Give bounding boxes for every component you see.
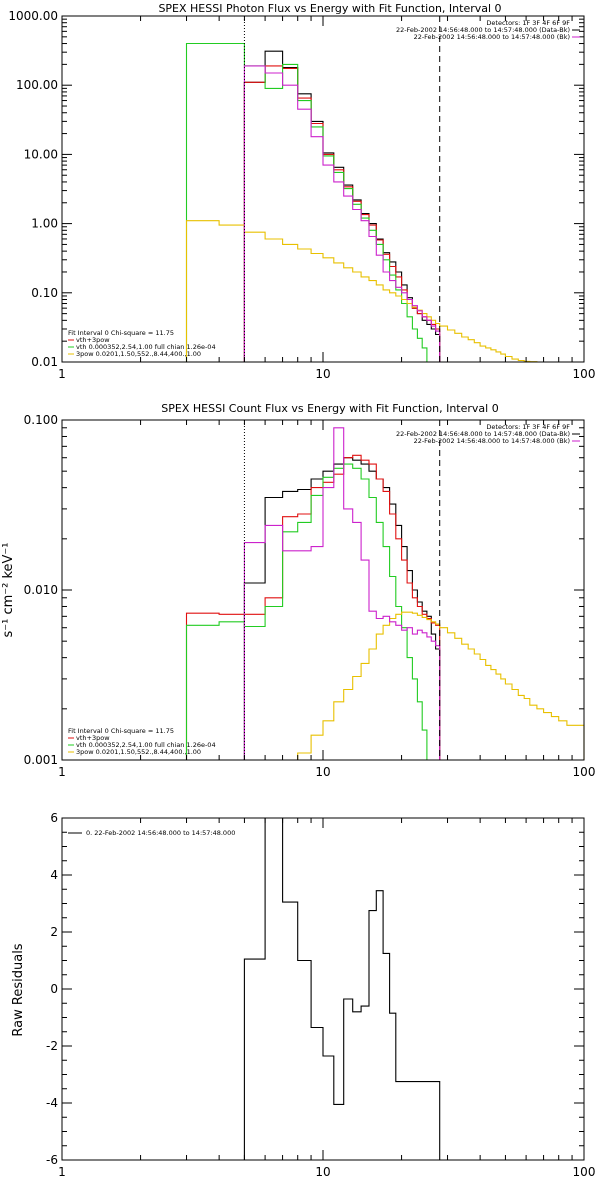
- residuals-ytick-label: -6: [46, 1153, 58, 1167]
- residuals-xtick-label: 10: [315, 1165, 330, 1179]
- count-ytick-label: 0.010: [24, 583, 58, 597]
- residuals-panel: Raw Residuals 1 10 100 -6 -4 -2 0 2 4 6 0. 22-Feb…: [11, 811, 595, 1179]
- count-series-vth: [185, 463, 432, 761]
- residuals-ytick-label: 6: [50, 811, 58, 825]
- photon-ytick-label: 100.00: [16, 78, 58, 92]
- residuals-panel-ylabel: Raw Residuals: [11, 943, 26, 1036]
- photon-xtick-label: 10: [315, 367, 330, 381]
- residuals-ytick-label: 2: [50, 925, 58, 939]
- count-legend-line: 3pow 0.0201,1.50,552.,8.44,400.,1.00: [76, 748, 201, 756]
- photon-info-line: 22-Feb-2002 14:56:48.000 to 14:57:48.000…: [396, 26, 570, 34]
- photon-legend-line: 3pow 0.0201,1.50,552.,8.44,400.,1.00: [76, 350, 201, 358]
- photon-info-line: 22-Feb-2002 14:56:48.000 to 14:57:48.000…: [414, 33, 570, 41]
- photon-series-bk: [243, 65, 441, 362]
- residuals-ytick-label: -4: [46, 1096, 58, 1110]
- photon-ytick-label: 0.10: [31, 286, 58, 300]
- residuals-legend-line: 0. 22-Feb-2002 14:56:48.000 to 14:57:48.…: [86, 829, 235, 837]
- count-legend-line: Fit Interval 0 Chi-square = 11.75: [68, 727, 174, 735]
- residuals-ytick-label: 0: [50, 982, 58, 996]
- photon-legend-line: vth 0.000352,2.54,1.00 full chian 1.26e-…: [76, 343, 216, 351]
- photon-ytick-label: 10.00: [24, 147, 58, 161]
- count-info-line: Detectors: 1F 3F 4F 6F 9F: [486, 423, 570, 431]
- count-info-line: 22-Feb-2002 14:56:48.000 to 14:57:48.000…: [396, 430, 570, 438]
- residuals-ytick-label: -2: [46, 1039, 58, 1053]
- photon-legend-line: vth+3pow: [76, 336, 110, 344]
- count-ytick-label: 0.100: [24, 413, 58, 427]
- photon-series-vth: [185, 42, 432, 363]
- photon-ytick-label: 1.00: [31, 217, 58, 231]
- residuals-ytick-label: 4: [50, 868, 58, 882]
- photon-ytick-label: 1000.00: [8, 9, 58, 23]
- count-legend-line: vth+3pow: [76, 734, 110, 742]
- photon-plot-frame: [61, 15, 585, 363]
- count-legend-line: vth 0.000352,2.54,1.00 full chian 1.26e-…: [76, 741, 216, 749]
- photon-series-vth-3pow: [243, 65, 441, 362]
- photon-flux-panel: SPEX HESSI Photon Flux vs Energy with Fi…: [8, 2, 595, 381]
- residuals-plot-frame: [61, 817, 585, 1161]
- count-panel-title: SPEX HESSI Count Flux vs Energy with Fit…: [161, 402, 498, 415]
- count-panel-ylabel: s⁻¹ cm⁻² keV⁻¹: [1, 542, 16, 637]
- photon-xtick-label: 100: [573, 367, 596, 381]
- count-xtick-label: 100: [573, 765, 596, 779]
- count-flux-panel: SPEX HESSI Count Flux vs Energy with Fit…: [1, 402, 595, 779]
- residuals-series-residuals: [243, 817, 441, 1160]
- photon-legend-line: Fit Interval 0 Chi-square = 11.75: [68, 329, 174, 337]
- photon-series-3pow: [185, 220, 559, 363]
- count-xtick-label: 10: [315, 765, 330, 779]
- count-info-line: 22-Feb-2002 14:56:48.000 to 14:57:48.000…: [414, 437, 570, 445]
- count-series-data-bk: [243, 457, 441, 760]
- photon-xtick-label: 1: [58, 367, 66, 381]
- photon-ytick-label: 0.01: [31, 355, 58, 369]
- count-series-bk: [243, 427, 441, 760]
- residuals-xtick-label: 1: [58, 1165, 66, 1179]
- count-xtick-label: 1: [58, 765, 66, 779]
- photon-panel-title: SPEX HESSI Photon Flux vs Energy with Fi…: [158, 2, 501, 15]
- photon-series-data-bk: [243, 50, 441, 362]
- count-series-3pow: [282, 611, 585, 761]
- count-series-vth-3pow: [185, 454, 441, 760]
- photon-info-line: Detectors: 1F 3F 4F 6F 9F: [486, 19, 570, 27]
- residuals-xtick-label: 100: [573, 1165, 596, 1179]
- count-ytick-label: 0.001: [24, 753, 58, 767]
